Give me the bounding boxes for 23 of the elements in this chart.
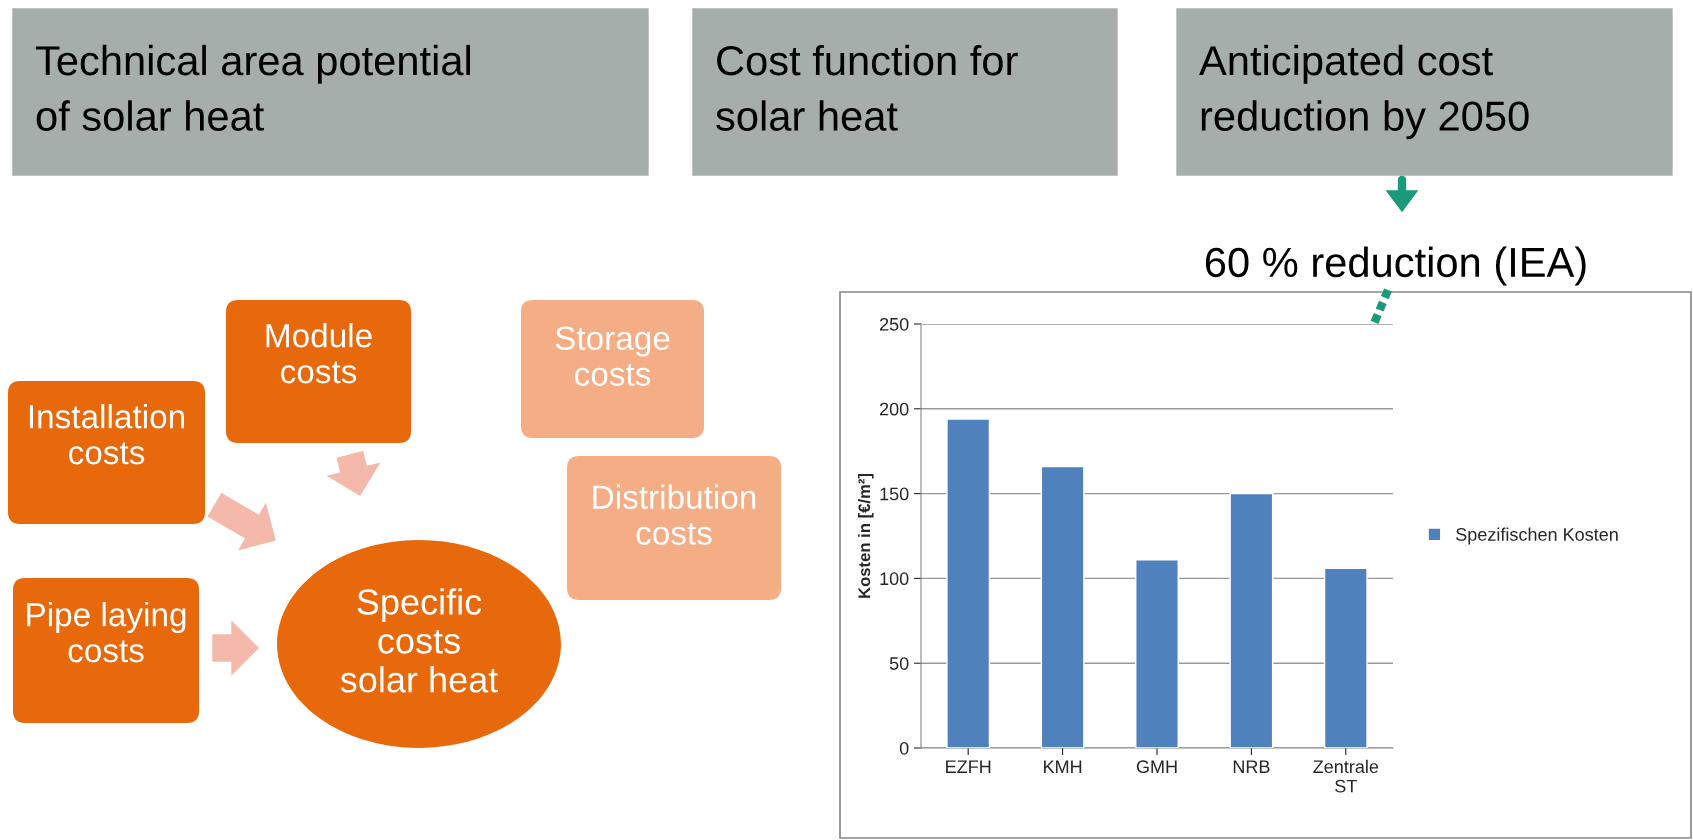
text: 60 % reduction (IEA): [1205, 246, 1586, 286]
x-tick-label: KMH: [1044, 760, 1082, 773]
text: Installation costs: [29, 404, 185, 465]
x-tick-label: EZFH: [946, 760, 991, 773]
x-tick-label: NRB: [1233, 760, 1270, 773]
text: Pipe laying costs: [27, 602, 186, 663]
y-tick-label: 50: [889, 657, 909, 670]
text: Storage costs: [555, 326, 670, 386]
legend-label: Spezifischen Kosten: [1456, 527, 1618, 545]
y-axis-title: Kosten in [€/m²]: [857, 473, 874, 598]
text: Module costs: [266, 323, 372, 384]
x-tick-label: Zentrale ST: [1313, 759, 1379, 793]
text: Distribution costs: [593, 484, 756, 545]
y-tick-label: 100: [880, 572, 909, 586]
y-tick-label: 200: [879, 402, 909, 416]
x-tick-label: GMH: [1136, 760, 1177, 774]
y-tick-label: 150: [880, 487, 909, 501]
text: Technical area potential of solar heat: [35, 44, 470, 131]
text: Cost function for solar heat: [716, 44, 1018, 131]
y-tick-label: 0: [899, 741, 909, 755]
text: Specific costs solar heat: [340, 588, 499, 693]
text: Anticipated cost reduction by 2050: [1199, 44, 1529, 140]
y-tick-label: 250: [879, 317, 909, 331]
